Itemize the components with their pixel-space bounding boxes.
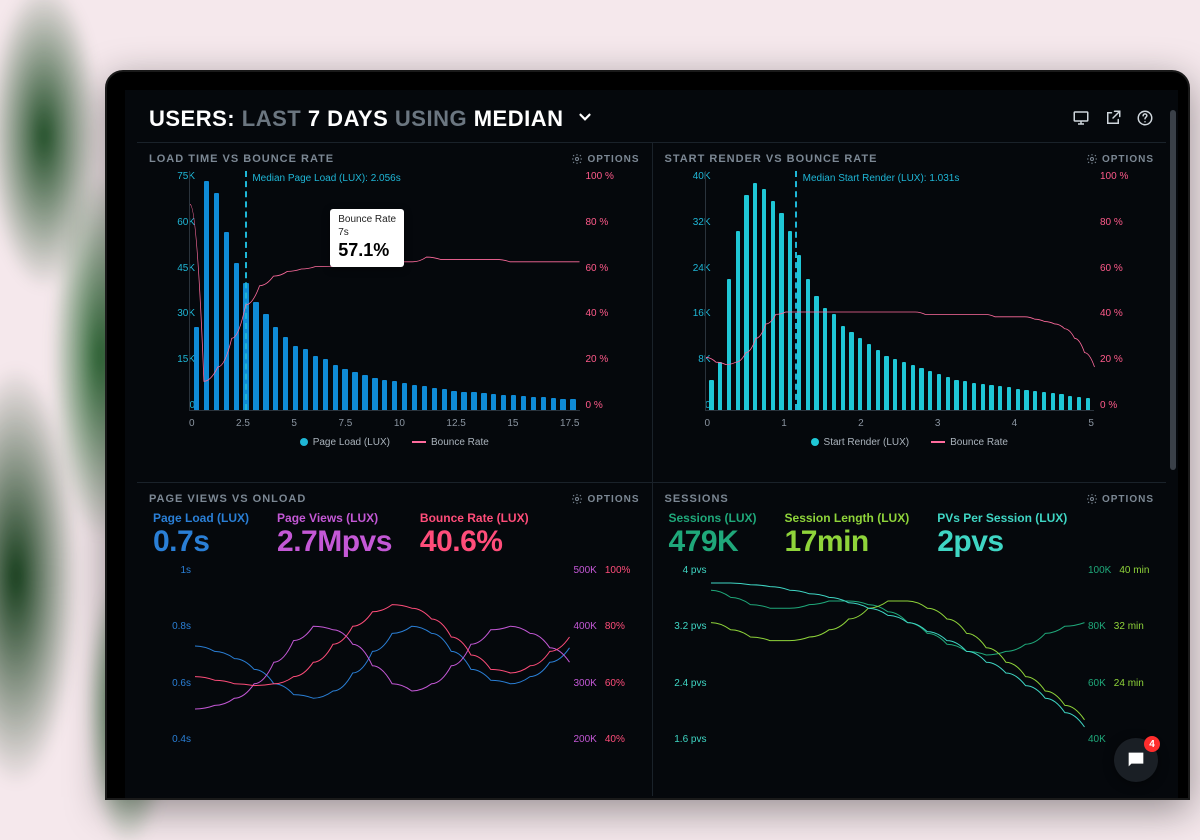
panel-title: START RENDER VS BOUNCE RATE xyxy=(665,153,878,165)
options-button[interactable]: OPTIONS xyxy=(571,153,639,165)
dashboard-screen: USERS: LAST 7 DAYS USING MEDIAN LOAD TIM… xyxy=(125,90,1178,798)
panel-startrender-bounce: START RENDER VS BOUNCE RATE OPTIONS 40K3… xyxy=(652,142,1167,482)
chart-tooltip: Bounce Rate 7s 57.1% xyxy=(330,209,404,267)
chart-legend: Page Load (LUX)Bounce Rate xyxy=(149,437,640,448)
scrollbar[interactable] xyxy=(1170,110,1176,470)
filter-summary[interactable]: USERS: LAST 7 DAYS USING MEDIAN xyxy=(149,106,594,132)
header-range: 7 DAYS xyxy=(308,106,388,131)
panel-sessions: SESSIONS OPTIONS Sessions (LUX)479KSessi… xyxy=(652,482,1167,796)
startrender-chart: 40K32K24K16K8K0 100 %80 %60 %40 %20 %0 %… xyxy=(705,171,1095,411)
options-button[interactable]: OPTIONS xyxy=(1086,153,1154,165)
panel-title: PAGE VIEWS VS ONLOAD xyxy=(149,493,306,505)
notification-badge: 4 xyxy=(1144,736,1160,752)
options-button[interactable]: OPTIONS xyxy=(1086,493,1154,505)
page-header: USERS: LAST 7 DAYS USING MEDIAN xyxy=(125,90,1178,142)
header-dim1: LAST xyxy=(242,106,301,131)
metrics-row: Page Load (LUX)0.7sPage Views (LUX)2.7Mp… xyxy=(153,511,640,559)
chat-button[interactable]: 4 xyxy=(1114,738,1158,782)
metrics-row: Sessions (LUX)479KSession Length (LUX)17… xyxy=(669,511,1155,559)
chevron-down-icon[interactable] xyxy=(576,106,594,132)
help-icon[interactable] xyxy=(1136,109,1154,130)
header-dim2: USING xyxy=(395,106,467,131)
panel-title: SESSIONS xyxy=(665,493,729,505)
loadtime-chart: 75K60K45K30K15K0 100 %80 %60 %40 %20 %0 … xyxy=(189,171,580,411)
panel-title: LOAD TIME VS BOUNCE RATE xyxy=(149,153,334,165)
panel-loadtime-bounce: LOAD TIME VS BOUNCE RATE OPTIONS 75K60K4… xyxy=(137,142,652,482)
header-aggregation: MEDIAN xyxy=(474,106,564,131)
panel-pageviews-onload: PAGE VIEWS VS ONLOAD OPTIONS Page Load (… xyxy=(137,482,652,796)
sessions-chart: 4 pvs3.2 pvs2.4 pvs1.6 pvs 100K40 min80K… xyxy=(711,565,1085,745)
laptop-frame: USERS: LAST 7 DAYS USING MEDIAN LOAD TIM… xyxy=(105,70,1190,800)
monitor-icon[interactable] xyxy=(1072,109,1090,130)
share-icon[interactable] xyxy=(1104,109,1122,130)
chart-legend: Start Render (LUX)Bounce Rate xyxy=(665,437,1155,448)
header-prefix: USERS: xyxy=(149,106,235,131)
pageviews-chart: 1s0.8s0.6s0.4s 500K100%400K80%300K60%200… xyxy=(195,565,570,745)
options-button[interactable]: OPTIONS xyxy=(571,493,639,505)
